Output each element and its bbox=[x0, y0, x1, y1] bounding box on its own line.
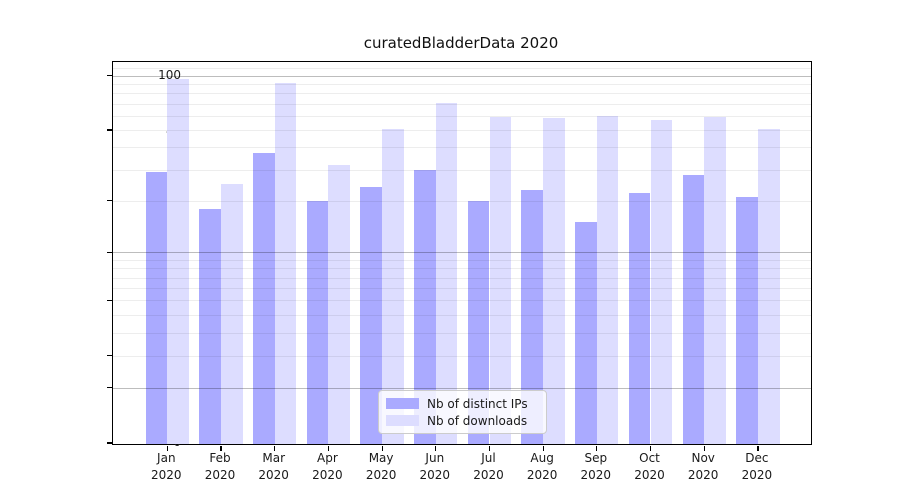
bar-downloads bbox=[543, 118, 565, 444]
bar-distinct-ips bbox=[253, 153, 275, 444]
bar-downloads bbox=[328, 164, 351, 444]
gridline-minor bbox=[113, 103, 811, 105]
x-axis-tick-label: Feb 2020 bbox=[204, 451, 236, 482]
y-axis-tick-mark bbox=[106, 354, 112, 357]
x-axis-tick-label: Jun 2020 bbox=[419, 451, 451, 482]
bar-distinct-ips bbox=[575, 222, 597, 444]
y-axis-tick-mark bbox=[106, 299, 112, 302]
gridline-minor bbox=[113, 332, 811, 334]
gridline-minor bbox=[113, 130, 811, 131]
x-axis-tick-label: Sep 2020 bbox=[580, 451, 612, 482]
bar-distinct-ips bbox=[467, 200, 490, 444]
gridline-minor bbox=[113, 259, 811, 261]
x-axis-tick-mark bbox=[488, 445, 491, 451]
gridline-minor bbox=[113, 68, 811, 70]
x-axis-tick-mark bbox=[703, 445, 705, 451]
y-axis-tick-label: 100 bbox=[158, 67, 181, 82]
legend-label-downloads: Nb of downloads bbox=[427, 413, 528, 428]
legend-swatch-downloads bbox=[386, 415, 419, 426]
x-axis-tick-mark bbox=[327, 445, 330, 451]
bar-distinct-ips bbox=[628, 193, 651, 444]
gridline-minor bbox=[113, 115, 811, 117]
y-axis-tick-mark bbox=[106, 442, 112, 444]
bar-downloads bbox=[221, 183, 243, 444]
y-axis-tick-mark bbox=[106, 251, 112, 253]
gridline-minor bbox=[113, 93, 811, 95]
x-axis-tick-label: Jul 2020 bbox=[473, 451, 504, 482]
bar-downloads bbox=[167, 78, 189, 444]
bar-distinct-ips bbox=[682, 174, 705, 444]
bar-downloads bbox=[704, 117, 726, 444]
x-axis-tick-label: Nov 2020 bbox=[687, 451, 719, 482]
bar-distinct-ips bbox=[145, 172, 168, 444]
legend-item: Nb of downloads bbox=[386, 413, 537, 428]
y-axis-tick-mark bbox=[106, 200, 112, 202]
x-axis-tick-mark bbox=[274, 445, 276, 451]
x-axis-tick-mark bbox=[381, 445, 383, 451]
gridline-major bbox=[113, 252, 811, 254]
gridline-minor bbox=[113, 200, 811, 202]
bar-downloads bbox=[435, 102, 458, 444]
bar-downloads bbox=[489, 117, 512, 444]
gridline-minor bbox=[113, 169, 811, 171]
x-axis-tick-label: Dec 2020 bbox=[741, 451, 773, 482]
bar-distinct-ips bbox=[414, 169, 436, 444]
bar-distinct-ips bbox=[521, 190, 544, 444]
bar-distinct-ips bbox=[199, 208, 221, 444]
x-axis-tick-label: Jan 2020 bbox=[151, 451, 182, 482]
x-axis-tick-mark bbox=[435, 445, 437, 451]
x-axis-tick-mark bbox=[220, 445, 222, 451]
bar-downloads bbox=[596, 115, 619, 444]
bar-distinct-ips bbox=[306, 200, 329, 444]
gridline-minor bbox=[113, 300, 811, 302]
gridline-minor bbox=[113, 268, 811, 270]
legend-label-distinct-ips: Nb of distinct IPs bbox=[427, 396, 528, 411]
bar-distinct-ips bbox=[360, 186, 383, 444]
gridline-minor bbox=[113, 314, 811, 316]
x-axis-tick-label: Oct 2020 bbox=[634, 451, 665, 482]
x-axis-tick-label: Apr 2020 bbox=[312, 451, 343, 482]
x-axis-tick-mark bbox=[596, 445, 598, 451]
x-axis-tick-label: Mar 2020 bbox=[258, 451, 289, 482]
legend-swatch-distinct-ips bbox=[386, 398, 419, 409]
gridline-minor bbox=[113, 355, 811, 357]
gridline-minor bbox=[113, 147, 811, 149]
chart-title: curatedBladderData 2020 bbox=[363, 34, 559, 52]
x-axis-tick-mark bbox=[166, 445, 168, 451]
gridline-major bbox=[113, 387, 811, 389]
bar-distinct-ips bbox=[736, 196, 758, 444]
gridline-major bbox=[113, 75, 811, 77]
legend-item: Nb of distinct IPs bbox=[386, 396, 537, 411]
x-axis-tick-mark bbox=[542, 445, 544, 451]
plot-area: Nb of distinct IPs Nb of downloads bbox=[106, 61, 812, 451]
gridline-minor bbox=[113, 277, 811, 279]
gridline-minor bbox=[113, 83, 811, 85]
bar-downloads bbox=[274, 83, 297, 444]
x-axis-tick-mark bbox=[649, 445, 652, 451]
bar-downloads bbox=[650, 119, 673, 444]
x-axis-tick-label: Aug 2020 bbox=[526, 451, 558, 482]
gridline-minor bbox=[113, 288, 811, 290]
legend: Nb of distinct IPs Nb of downloads bbox=[378, 390, 547, 434]
bar-downloads bbox=[382, 128, 404, 444]
x-axis-tick-mark bbox=[757, 445, 759, 451]
y-axis-tick-mark bbox=[106, 387, 112, 389]
y-axis-tick-mark bbox=[106, 129, 112, 131]
bar-downloads bbox=[757, 128, 780, 444]
y-axis-tick-mark bbox=[106, 75, 112, 77]
x-axis-tick-label: May 2020 bbox=[365, 451, 397, 482]
